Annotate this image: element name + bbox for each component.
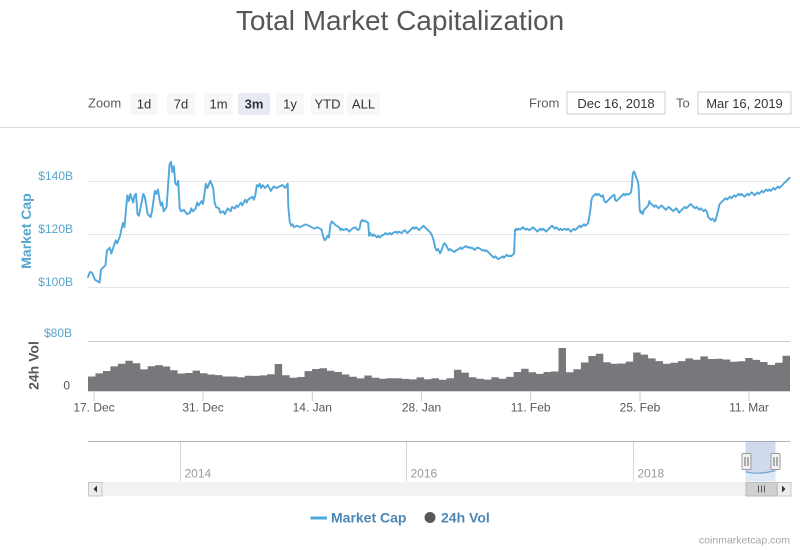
svg-text:0: 0 [63, 379, 70, 393]
svg-text:1d: 1d [137, 97, 151, 112]
svg-text:31. Dec: 31. Dec [182, 401, 223, 415]
svg-text:28. Jan: 28. Jan [402, 401, 441, 415]
svg-text:$80B: $80B [44, 326, 72, 340]
svg-text:2014: 2014 [185, 467, 212, 481]
svg-text:Market Cap: Market Cap [18, 193, 34, 268]
svg-text:$120B: $120B [38, 222, 73, 236]
svg-text:11. Mar: 11. Mar [729, 401, 769, 415]
svg-text:coinmarketcap.com: coinmarketcap.com [699, 535, 790, 547]
svg-text:YTD: YTD [315, 97, 341, 112]
svg-text:17. Dec: 17. Dec [73, 401, 114, 415]
svg-text:2018: 2018 [638, 467, 665, 481]
svg-text:7d: 7d [174, 97, 188, 112]
svg-text:1y: 1y [283, 97, 297, 112]
svg-text:14. Jan: 14. Jan [293, 401, 332, 415]
svg-text:To: To [676, 96, 690, 111]
svg-text:24h Vol: 24h Vol [441, 510, 490, 526]
svg-text:Mar 16, 2019: Mar 16, 2019 [706, 96, 783, 111]
svg-text:Zoom: Zoom [88, 96, 121, 111]
svg-text:$100B: $100B [38, 275, 73, 289]
svg-text:Dec 16, 2018: Dec 16, 2018 [577, 96, 654, 111]
svg-text:3m: 3m [245, 97, 264, 112]
svg-text:From: From [529, 96, 559, 111]
svg-text:$140B: $140B [38, 169, 73, 183]
svg-text:Total Market Capitalization: Total Market Capitalization [236, 5, 564, 36]
svg-text:25. Feb: 25. Feb [620, 401, 661, 415]
svg-text:2016: 2016 [411, 467, 438, 481]
svg-text:ALL: ALL [352, 97, 375, 112]
svg-text:24h Vol: 24h Vol [26, 341, 42, 390]
svg-text:1m: 1m [209, 97, 227, 112]
svg-text:11. Feb: 11. Feb [511, 401, 551, 415]
svg-text:Market Cap: Market Cap [331, 510, 406, 526]
